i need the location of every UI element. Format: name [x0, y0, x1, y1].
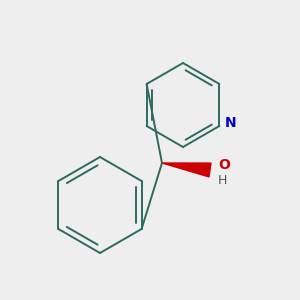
Text: H: H	[218, 175, 227, 188]
Polygon shape	[162, 163, 211, 177]
Text: N: N	[224, 116, 236, 130]
Text: O: O	[218, 158, 230, 172]
